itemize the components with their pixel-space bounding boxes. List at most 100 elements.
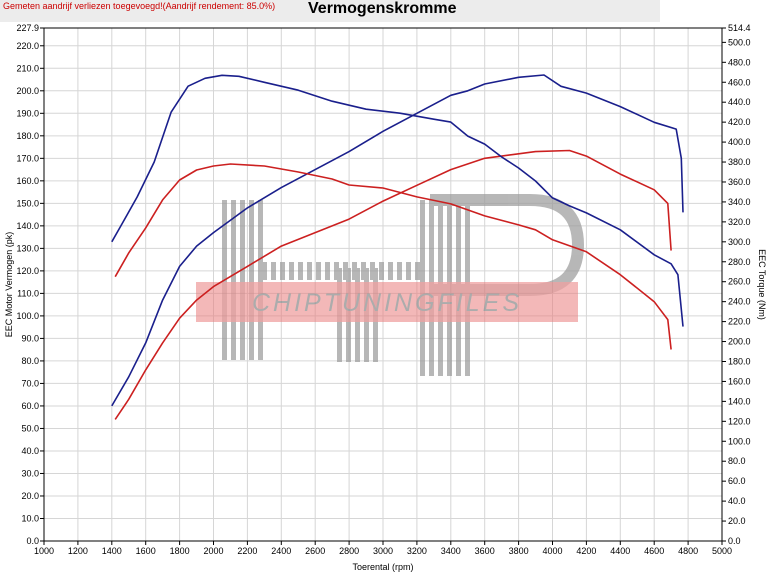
y2-tick-label: 0.0 — [728, 536, 741, 546]
watermark-stripe — [334, 262, 339, 280]
power-line-blue — [111, 74, 684, 407]
y-tick-label: 0.0 — [26, 536, 39, 546]
x-tick-label: 4400 — [610, 546, 630, 556]
watermark-stripe — [397, 262, 402, 280]
x-axis-label: Toerental (rpm) — [352, 562, 413, 572]
y-tick-label: 80.0 — [21, 356, 39, 366]
x-tick-label: 2600 — [305, 546, 325, 556]
y2-tick-label: 340.0 — [728, 197, 751, 207]
y2-tick-label: 460.0 — [728, 77, 751, 87]
y2-tick-label: 320.0 — [728, 217, 751, 227]
y2-tick-label: 360.0 — [728, 177, 751, 187]
x-tick-label: 1600 — [136, 546, 156, 556]
y-tick-label: 10.0 — [21, 513, 39, 523]
y2-tick-label: 440.0 — [728, 97, 751, 107]
y-tick-label: 40.0 — [21, 446, 39, 456]
y2-tick-label: 300.0 — [728, 237, 751, 247]
y2-tick-label: 60.0 — [728, 476, 746, 486]
y-tick-label: 220.0 — [16, 41, 39, 51]
x-tick-label: 2400 — [271, 546, 291, 556]
watermark-stripe — [240, 200, 245, 360]
y-tick-label: 200.0 — [16, 86, 39, 96]
y-tick-label: 170.0 — [16, 153, 39, 163]
x-tick-label: 3800 — [509, 546, 529, 556]
y-tick-label: 160.0 — [16, 176, 39, 186]
watermark-stripe — [249, 200, 254, 360]
y2-tick-label: 220.0 — [728, 317, 751, 327]
y2-tick-label: 280.0 — [728, 257, 751, 267]
y-tick-label: 190.0 — [16, 108, 39, 118]
watermark-stripe — [325, 262, 330, 280]
y-tick-label: 150.0 — [16, 198, 39, 208]
y-tick-label: 60.0 — [21, 401, 39, 411]
watermark-stripe — [361, 262, 366, 280]
y2-tick-label: 500.0 — [728, 37, 751, 47]
y-tick-label: 20.0 — [21, 491, 39, 501]
watermark-stripe — [231, 200, 236, 360]
watermark-stripe — [280, 262, 285, 280]
power-line-red — [114, 149, 672, 420]
watermark-p-bowl — [430, 194, 585, 296]
watermark: CHIPTUNINGFILES — [196, 194, 585, 376]
watermark-stripe — [298, 262, 303, 280]
x-tick-label: 1400 — [102, 546, 122, 556]
x-tick-label: 1800 — [170, 546, 190, 556]
x-tick-label: 4600 — [644, 546, 664, 556]
y2-tick-label: 80.0 — [728, 456, 746, 466]
x-tick-label: 1200 — [68, 546, 88, 556]
y2-tick-label: 400.0 — [728, 137, 751, 147]
y2-tick-label: 160.0 — [728, 376, 751, 386]
y-tick-label: 30.0 — [21, 468, 39, 478]
y-tick-label: 180.0 — [16, 131, 39, 141]
y-tick-label: 130.0 — [16, 243, 39, 253]
y2-tick-label: 20.0 — [728, 516, 746, 526]
watermark-banner — [196, 282, 578, 322]
y2-tick-label: 140.0 — [728, 396, 751, 406]
y2-tick-label: 380.0 — [728, 157, 751, 167]
watermark-stripe — [258, 200, 263, 360]
chart-title: Vermogenskromme — [308, 0, 457, 17]
y-tick-label: 100.0 — [16, 311, 39, 321]
y2-tick-label: 480.0 — [728, 57, 751, 67]
plot-frame — [43, 27, 723, 542]
y2-tick-label: 240.0 — [728, 297, 751, 307]
y-tick-label: 140.0 — [16, 221, 39, 231]
x-tick-label: 3000 — [373, 546, 393, 556]
watermark-stripe — [388, 262, 393, 280]
x-tick-label: 4000 — [542, 546, 562, 556]
watermark-stripe — [307, 262, 312, 280]
x-tick-label: 2000 — [203, 546, 223, 556]
x-tick-label: 2200 — [237, 546, 257, 556]
watermark-stripe — [352, 262, 357, 280]
x-tick-label: 3600 — [475, 546, 495, 556]
x-tick-label: 5000 — [712, 546, 732, 556]
drivetrain-loss-note: Gemeten aandrijf verliezen toegevoegd!(A… — [3, 1, 276, 11]
watermark-stripe — [271, 262, 276, 280]
axes: 1000 1200 1400 1600 1800 2000 2200 2400 2600 2800… — [16, 23, 750, 556]
y2-tick-label: 100.0 — [728, 436, 751, 446]
y2-tick-label: 260.0 — [728, 277, 751, 287]
y2-tick-label: 514.4 — [728, 23, 751, 33]
y-tick-label: 70.0 — [21, 378, 39, 388]
y-tick-label: 50.0 — [21, 423, 39, 433]
watermark-stripe — [370, 262, 375, 280]
watermark-stripe — [262, 262, 267, 280]
y-tick-label: 90.0 — [21, 333, 39, 343]
watermark-h-left — [222, 200, 263, 360]
y-tick-label: 110.0 — [17, 288, 39, 298]
torque-line-blue — [111, 74, 684, 327]
watermark-stripe — [379, 262, 384, 280]
x-tick-label: 4800 — [678, 546, 698, 556]
y2-tick-label: 40.0 — [728, 496, 746, 506]
y2-tick-label: 200.0 — [728, 337, 751, 347]
watermark-stripe — [316, 262, 321, 280]
y-tick-label: 120.0 — [16, 266, 39, 276]
watermark-text: CHIPTUNINGFILES — [252, 289, 522, 317]
watermark-stripe — [406, 262, 411, 280]
watermark-stripe — [289, 262, 294, 280]
watermark-stripe — [415, 262, 420, 280]
watermark-stripe — [343, 262, 348, 280]
header-bar: Gemeten aandrijf verliezen toegevoegd!(A… — [0, 0, 660, 22]
y2-axis-label: EEC Torque (Nm) — [757, 249, 767, 320]
